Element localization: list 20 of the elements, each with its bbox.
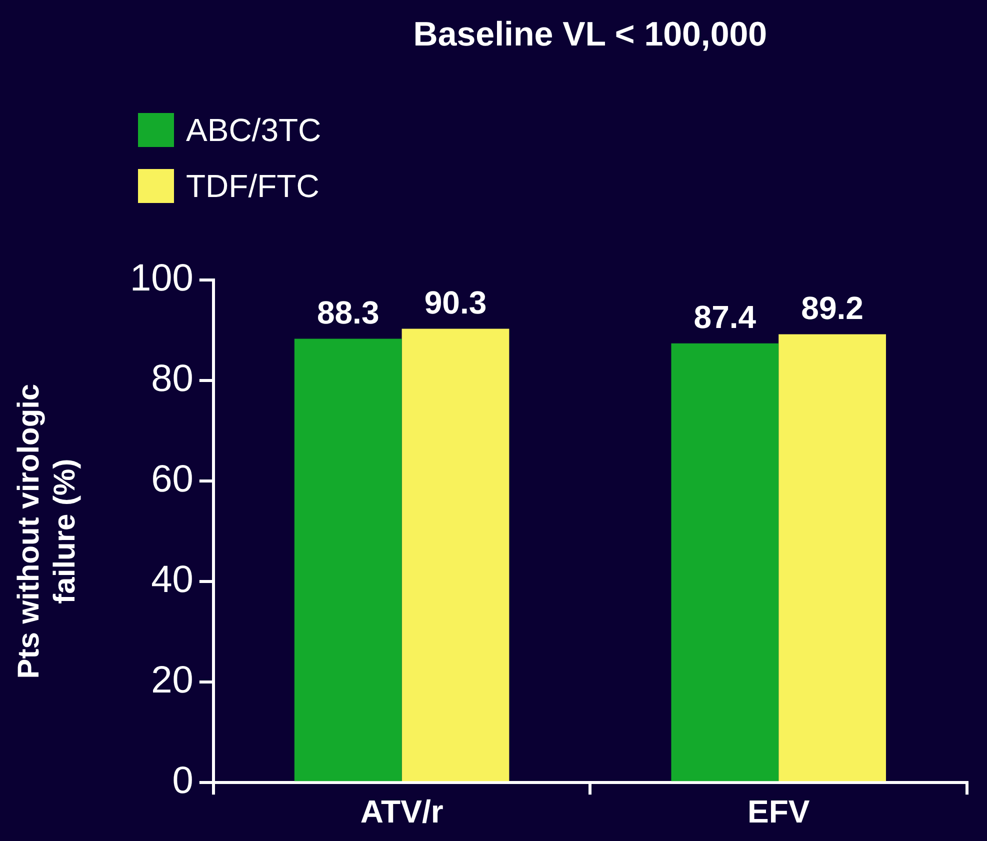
bar: [778, 334, 886, 782]
legend-label: TDF/FTC: [186, 168, 320, 204]
data-label: 90.3: [424, 284, 487, 321]
y-tick-label: 100: [130, 257, 194, 300]
bar: [671, 343, 779, 782]
bar: [294, 338, 402, 782]
y-tick-label: 20: [151, 660, 194, 702]
data-label: 88.3: [316, 294, 380, 331]
y-tick-label: 0: [172, 760, 194, 802]
x-tick-label: EFV: [747, 794, 810, 830]
y-tick-label: 80: [151, 358, 194, 400]
chart-title: Baseline VL < 100,000: [413, 15, 768, 54]
y-tick-label: 60: [151, 458, 194, 501]
y-axis-title: Pts without virologic failure (%): [12, 384, 82, 679]
data-label: 87.4: [694, 299, 756, 336]
bar: [402, 328, 510, 782]
x-tick-label: ATV/r: [360, 794, 444, 830]
data-label: 89.2: [801, 290, 864, 326]
y-tick-label: 40: [151, 559, 194, 602]
legend-label: ABC/3TC: [186, 112, 322, 148]
